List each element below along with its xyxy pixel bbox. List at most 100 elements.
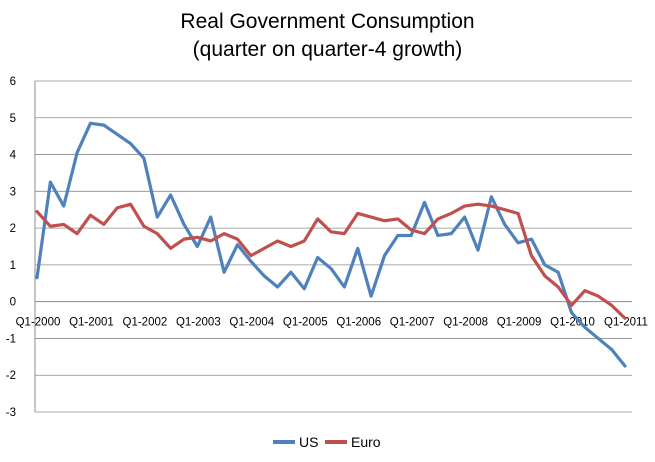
data-point-euro — [129, 203, 132, 206]
data-point-us — [76, 151, 79, 154]
legend-label-us: US — [299, 434, 318, 450]
data-point-us — [249, 260, 252, 263]
y-tick-label: -3 — [6, 407, 16, 419]
data-point-euro — [169, 247, 172, 250]
data-point-us — [62, 205, 65, 208]
data-point-euro — [436, 217, 439, 220]
legend-label-euro: Euro — [351, 434, 381, 450]
data-point-us — [276, 285, 279, 288]
data-point-euro — [196, 236, 199, 239]
y-tick-label: -2 — [6, 370, 16, 382]
data-point-euro — [543, 274, 546, 277]
data-point-us — [169, 194, 172, 197]
data-point-euro — [517, 212, 520, 215]
data-point-us — [36, 276, 39, 279]
data-point-euro — [450, 212, 453, 215]
data-point-us — [450, 232, 453, 235]
data-point-us — [477, 249, 480, 252]
data-point-us — [410, 234, 413, 237]
data-point-euro — [356, 212, 359, 215]
data-point-euro — [263, 247, 266, 250]
data-point-euro — [343, 232, 346, 235]
chart-title: Real Government Consumption (quarter on … — [0, 8, 655, 64]
y-tick-label: -1 — [6, 333, 16, 345]
y-tick-label: 6 — [10, 76, 16, 88]
x-tick-label: Q1-2003 — [176, 317, 221, 329]
x-tick-label: Q1-2005 — [283, 317, 328, 329]
data-point-euro — [370, 216, 373, 219]
x-tick-label: Q1-2000 — [16, 317, 61, 329]
data-point-euro — [463, 205, 466, 208]
y-tick-label: 1 — [10, 260, 16, 272]
data-point-euro — [557, 285, 560, 288]
data-point-euro — [570, 304, 573, 307]
data-point-us — [289, 271, 292, 274]
data-point-euro — [102, 223, 105, 226]
data-point-us — [102, 124, 105, 127]
data-point-us — [263, 274, 266, 277]
chart-title-line-1: Real Government Consumption — [180, 10, 475, 33]
data-point-us — [303, 287, 306, 290]
data-point-us — [583, 326, 586, 329]
data-point-us — [570, 311, 573, 314]
data-point-euro — [276, 239, 279, 242]
data-point-euro — [610, 304, 613, 307]
x-tick-label: Q1-2002 — [123, 317, 168, 329]
data-point-euro — [289, 245, 292, 248]
data-point-us — [396, 234, 399, 237]
data-point-us — [610, 348, 613, 351]
data-point-us — [156, 216, 159, 219]
x-tick-label: Q1-2007 — [390, 317, 435, 329]
data-point-us — [89, 122, 92, 125]
data-point-us — [543, 263, 546, 266]
data-point-euro — [410, 228, 413, 231]
y-tick-label: 0 — [10, 297, 16, 309]
data-point-euro — [89, 214, 92, 217]
data-point-euro — [249, 254, 252, 257]
data-point-us — [463, 216, 466, 219]
data-point-us — [236, 243, 239, 246]
data-point-us — [490, 195, 493, 198]
data-point-us — [343, 285, 346, 288]
data-point-euro — [530, 254, 533, 257]
gridlines — [35, 80, 632, 413]
legend-item-euro: Euro — [325, 434, 381, 450]
y-tick-label: 2 — [10, 223, 16, 235]
axes — [34, 81, 632, 412]
series-lines — [35, 121, 627, 368]
data-point-us — [370, 295, 373, 298]
data-point-euro — [396, 217, 399, 220]
data-point-euro — [316, 217, 319, 220]
y-tick-labels: -3 -2 -1 0 1 2 3 4 5 6 — [6, 76, 17, 419]
legend: US Euro — [273, 434, 381, 450]
data-point-euro — [330, 230, 333, 233]
y-tick-label: 3 — [10, 186, 16, 198]
data-point-us — [597, 337, 600, 340]
data-point-euro — [116, 206, 119, 209]
data-point-us — [517, 241, 520, 244]
data-point-euro — [76, 232, 79, 235]
series-line-us — [35, 121, 627, 368]
data-point-us — [49, 181, 52, 184]
data-point-us — [330, 267, 333, 270]
data-point-us — [356, 247, 359, 250]
data-point-euro — [503, 208, 506, 211]
data-point-euro — [597, 295, 600, 298]
data-point-us — [436, 234, 439, 237]
y-tick-label: 5 — [10, 113, 16, 125]
data-point-us — [557, 271, 560, 274]
data-point-euro — [142, 225, 145, 228]
x-tick-label: Q1-2010 — [550, 317, 595, 329]
legend-item-us: US — [273, 434, 318, 450]
y-tick-label: 4 — [10, 150, 17, 162]
data-point-euro — [62, 223, 65, 226]
data-point-us — [183, 223, 186, 226]
data-point-us — [383, 254, 386, 257]
x-tick-label: Q1-2008 — [443, 317, 488, 329]
data-point-euro — [209, 239, 212, 242]
data-point-us — [129, 142, 132, 145]
data-point-us — [223, 271, 226, 274]
data-point-euro — [223, 232, 226, 235]
data-point-euro — [423, 232, 426, 235]
